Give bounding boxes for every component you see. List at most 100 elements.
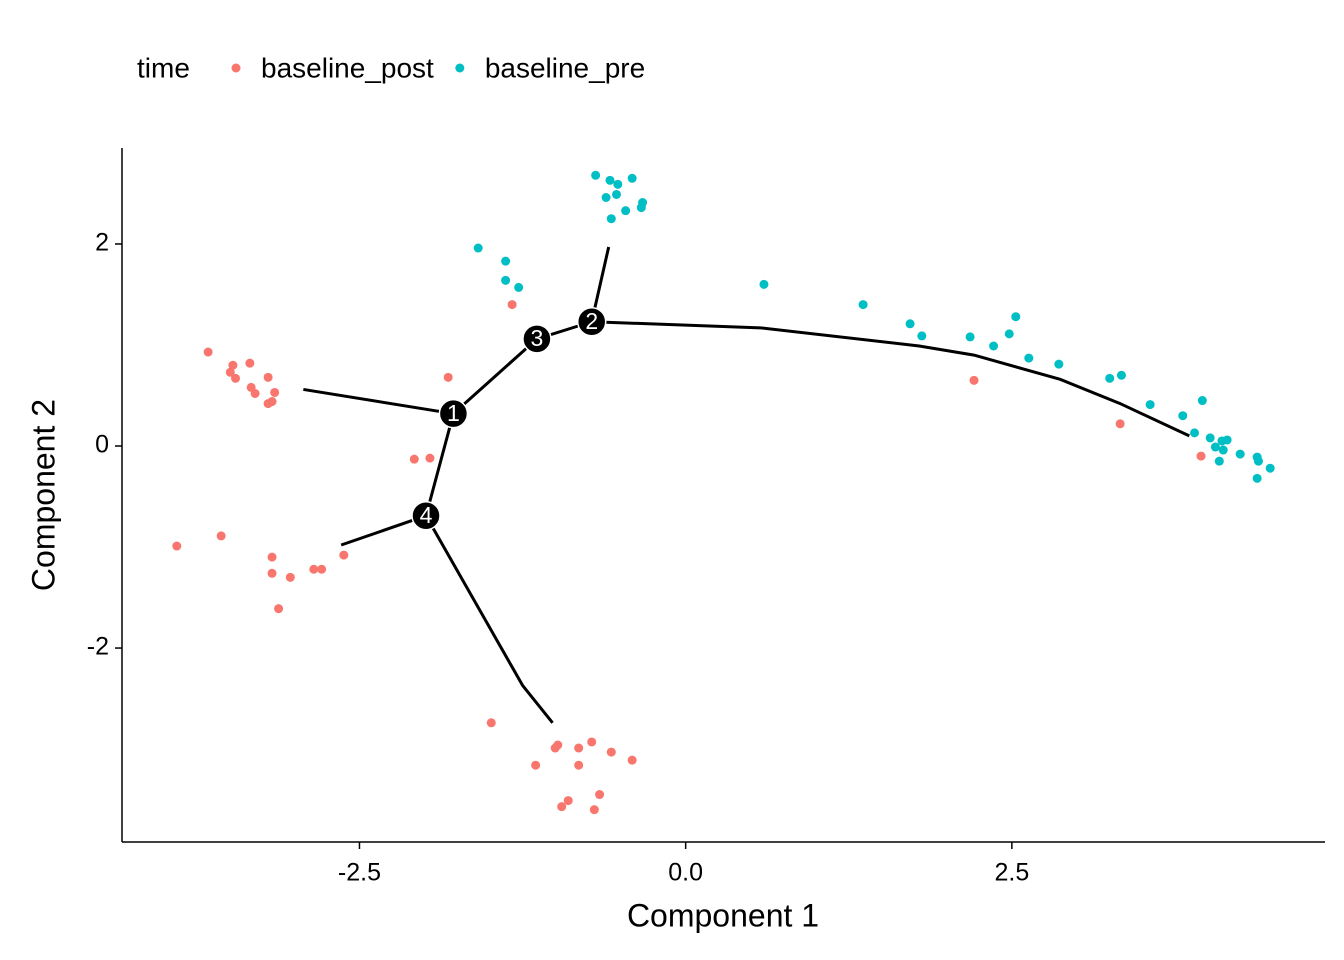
point <box>589 805 599 815</box>
trajectory-line <box>591 320 1190 438</box>
branch-point <box>522 324 552 354</box>
y-tick-label: 0 <box>95 431 109 459</box>
y-tick-label: -2 <box>87 633 109 661</box>
point <box>969 375 979 385</box>
point <box>1145 400 1155 410</box>
point <box>501 275 511 285</box>
x-tick-label: 2.5 <box>994 859 1029 887</box>
point <box>621 206 631 216</box>
trajectory-line <box>424 413 455 517</box>
point <box>486 718 496 728</box>
point <box>636 203 646 213</box>
point <box>267 397 277 407</box>
point <box>595 790 605 800</box>
point <box>1004 329 1014 339</box>
legend-label: baseline_post <box>261 52 434 83</box>
point <box>1054 359 1064 369</box>
x-axis-title: Component 1 <box>627 897 819 933</box>
trajectory-line <box>303 387 454 416</box>
point <box>285 572 295 582</box>
point <box>574 760 584 770</box>
point <box>270 387 280 397</box>
point <box>1205 433 1215 443</box>
point <box>228 360 238 370</box>
point <box>627 173 637 183</box>
point <box>1024 353 1034 363</box>
point <box>172 541 182 551</box>
point <box>1196 451 1206 461</box>
point <box>501 256 511 266</box>
point <box>309 564 319 574</box>
point <box>1115 419 1125 429</box>
point <box>216 531 226 541</box>
point <box>858 300 868 310</box>
point <box>606 214 616 224</box>
point <box>443 372 453 382</box>
point <box>989 341 999 351</box>
point <box>225 367 235 377</box>
point <box>507 300 517 310</box>
point <box>514 282 524 292</box>
point <box>574 743 584 753</box>
point <box>1197 396 1207 406</box>
legend-title: time <box>137 52 190 83</box>
point <box>274 604 284 614</box>
point <box>1116 370 1126 380</box>
point <box>1105 373 1115 383</box>
point <box>1252 473 1262 483</box>
point <box>613 179 623 189</box>
point <box>1190 428 1200 438</box>
point <box>612 189 622 199</box>
point <box>317 564 327 574</box>
legend-swatch <box>455 63 465 73</box>
point <box>563 796 573 806</box>
point <box>245 358 255 368</box>
point <box>965 332 975 342</box>
point <box>917 331 927 341</box>
point <box>203 347 213 357</box>
point <box>1253 456 1263 466</box>
point <box>1214 456 1224 466</box>
branch-label: 2 <box>585 308 598 334</box>
point <box>553 740 563 750</box>
trajectory-line <box>424 514 554 724</box>
point <box>591 170 601 180</box>
point <box>473 243 483 253</box>
point <box>263 372 273 382</box>
branch-label: 4 <box>420 502 433 528</box>
point <box>627 755 637 765</box>
branch-point <box>576 307 607 337</box>
x-tick-label: 0.0 <box>668 859 703 887</box>
branch-label: 1 <box>447 400 460 426</box>
point <box>557 802 567 812</box>
point <box>601 192 611 202</box>
point <box>1011 312 1021 322</box>
point <box>606 747 616 757</box>
y-axis-title: Component 2 <box>25 399 61 591</box>
point <box>1178 411 1188 421</box>
y-tick-label: 2 <box>95 229 109 257</box>
point <box>587 737 597 747</box>
point <box>605 175 615 185</box>
point <box>1218 445 1228 455</box>
point <box>1210 442 1220 452</box>
point <box>1265 463 1275 473</box>
branch-point <box>411 500 441 531</box>
point <box>1222 435 1232 445</box>
point <box>905 319 915 329</box>
point <box>231 373 241 383</box>
point <box>267 568 277 578</box>
branch-point <box>438 398 469 429</box>
point <box>759 279 769 289</box>
point <box>250 388 260 398</box>
branch-label: 3 <box>531 325 544 351</box>
point <box>339 550 349 560</box>
point <box>409 454 419 464</box>
legend-label: baseline_pre <box>485 52 645 83</box>
point <box>1235 449 1245 459</box>
legend-swatch <box>231 63 241 73</box>
x-tick-label: -2.5 <box>338 859 381 887</box>
trajectory-line <box>340 514 427 547</box>
